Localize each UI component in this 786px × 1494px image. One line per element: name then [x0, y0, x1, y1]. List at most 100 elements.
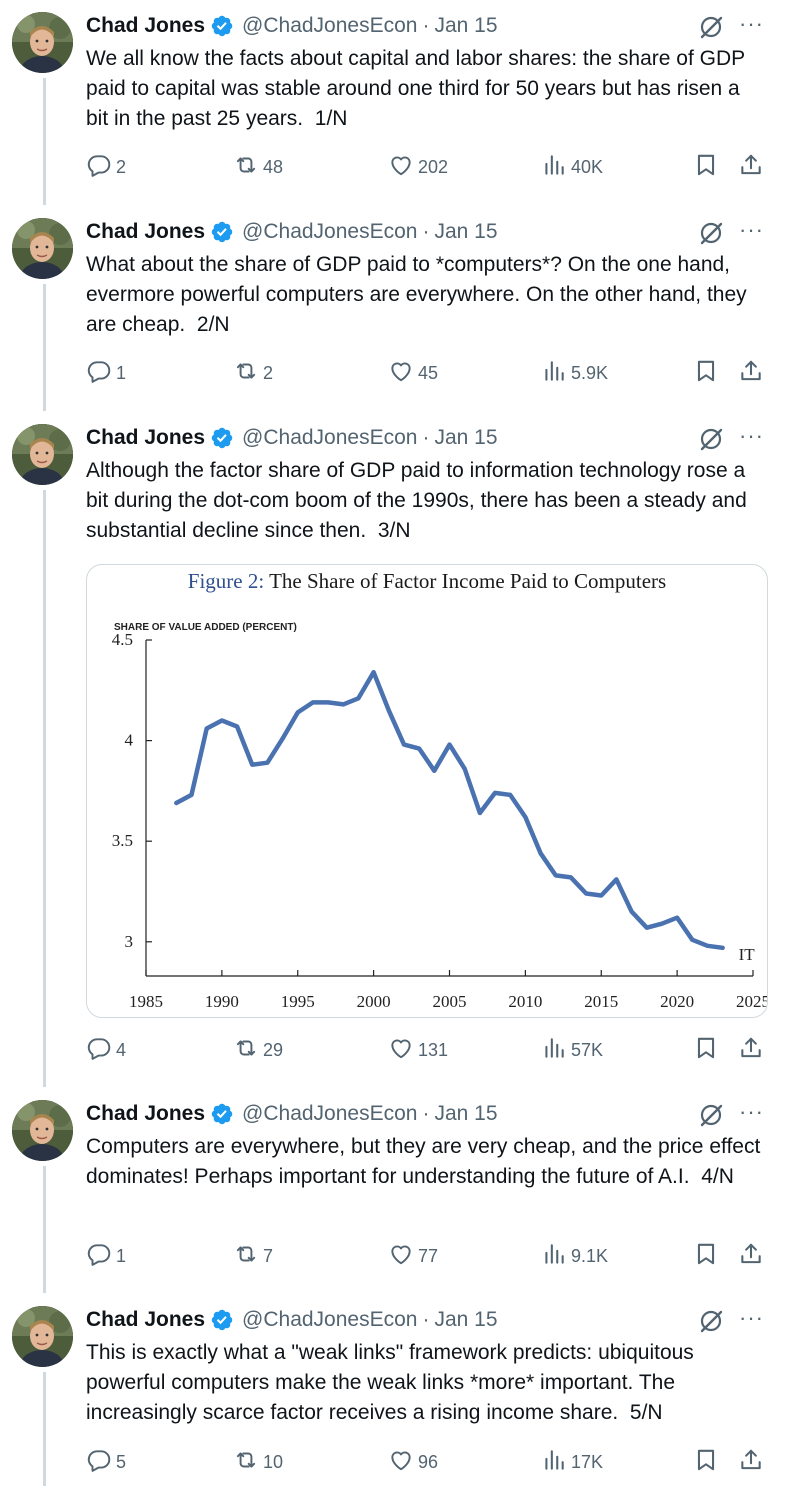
- bookmark-button[interactable]: [693, 1241, 723, 1272]
- verified-badge-icon: [210, 220, 234, 244]
- avatar[interactable]: [12, 12, 73, 73]
- retweet-count: 48: [263, 157, 284, 177]
- reply-button[interactable]: 4: [86, 1035, 126, 1066]
- reply-button[interactable]: 1: [86, 358, 126, 389]
- retweet-button[interactable]: 48: [233, 152, 283, 183]
- author-name[interactable]: Chad Jones: [86, 220, 206, 243]
- more-options-icon[interactable]: ···: [739, 11, 764, 36]
- figure-title: The Share of Factor Income Paid to Compu…: [269, 569, 666, 593]
- tweet[interactable]: Chad Jones @ChadJonesEcon · Jan 15 ··· Comput…: [0, 1088, 786, 1288]
- verified-badge-icon: [210, 1102, 234, 1126]
- heart-icon: [388, 1035, 418, 1066]
- chart-title: Figure 2: The Share of Factor Income Pai…: [188, 569, 666, 593]
- tweet-text: This is exactly what a "weak links" fram…: [86, 1341, 700, 1424]
- views-button[interactable]: 57K: [541, 1035, 603, 1066]
- tweet[interactable]: Chad Jones @ChadJonesEcon · Jan 15 ··· Althou…: [0, 412, 786, 1060]
- heart-icon: [388, 1241, 418, 1272]
- reply-icon: [86, 152, 116, 183]
- retweet-button[interactable]: 10: [233, 1447, 283, 1478]
- author-handle[interactable]: @ChadJonesEcon: [242, 1308, 418, 1331]
- retweet-button[interactable]: 7: [233, 1241, 273, 1272]
- tweet[interactable]: Chad Jones @ChadJonesEcon · Jan 15 ··· This i…: [0, 1294, 786, 1494]
- avatar[interactable]: [12, 218, 73, 279]
- author-handle[interactable]: @ChadJonesEcon: [242, 14, 418, 37]
- like-button[interactable]: 45: [388, 358, 438, 389]
- grok-icon[interactable]: [698, 426, 724, 452]
- tweet-date[interactable]: Jan 15: [434, 1308, 498, 1331]
- more-options-icon[interactable]: ···: [739, 1099, 764, 1124]
- views-icon: [541, 1241, 571, 1272]
- line-chart: Figure 2: The Share of Factor Income Pai…: [112, 569, 767, 1011]
- author-handle[interactable]: @ChadJonesEcon: [242, 426, 418, 449]
- y-tick-label: 3.5: [112, 831, 133, 850]
- avatar[interactable]: [12, 424, 73, 485]
- like-button[interactable]: 77: [388, 1241, 438, 1272]
- like-button[interactable]: 131: [388, 1035, 448, 1066]
- tweet-date[interactable]: Jan 15: [434, 426, 498, 449]
- tweet-date[interactable]: Jan 15: [434, 220, 498, 243]
- bookmark-icon: [693, 1241, 723, 1272]
- reply-count: 4: [116, 1040, 127, 1060]
- author-name[interactable]: Chad Jones: [86, 426, 206, 449]
- more-options-icon[interactable]: ···: [739, 217, 764, 242]
- reply-button[interactable]: 5: [86, 1447, 126, 1478]
- grok-icon[interactable]: [698, 220, 724, 246]
- retweet-button[interactable]: 2: [233, 358, 273, 389]
- heart-icon: [388, 358, 418, 389]
- like-count: 77: [418, 1246, 439, 1266]
- thread-line: [43, 1166, 46, 1293]
- grok-icon[interactable]: [698, 1308, 724, 1334]
- share-button[interactable]: [738, 358, 768, 389]
- avatar[interactable]: [12, 1306, 73, 1367]
- tweet-actions: 5 10 96 17K: [86, 1447, 776, 1477]
- retweet-icon: [233, 1241, 263, 1272]
- author-handle[interactable]: @ChadJonesEcon: [242, 1102, 418, 1125]
- retweet-icon: [233, 1035, 263, 1066]
- share-button[interactable]: [738, 1241, 768, 1272]
- tweet-date[interactable]: Jan 15: [434, 1102, 498, 1125]
- tweet-text: What about the share of GDP paid to *com…: [86, 253, 753, 336]
- reply-button[interactable]: 1: [86, 1241, 126, 1272]
- bookmark-button[interactable]: [693, 1447, 723, 1478]
- author-handle[interactable]: @ChadJonesEcon: [242, 220, 418, 243]
- author-name[interactable]: Chad Jones: [86, 14, 206, 37]
- retweet-icon: [233, 358, 263, 389]
- author-name[interactable]: Chad Jones: [86, 1308, 206, 1331]
- views-button[interactable]: 17K: [541, 1447, 603, 1478]
- bookmark-button[interactable]: [693, 152, 723, 183]
- share-button[interactable]: [738, 152, 768, 183]
- y-axis-label: SHARE OF VALUE ADDED (PERCENT): [114, 622, 297, 633]
- bookmark-icon: [693, 152, 723, 183]
- thread-line: [43, 490, 46, 1087]
- y-tick-label: 4: [125, 731, 134, 750]
- share-button[interactable]: [738, 1035, 768, 1066]
- like-button[interactable]: 202: [388, 152, 448, 183]
- more-options-icon[interactable]: ···: [739, 423, 764, 448]
- grok-icon[interactable]: [698, 1102, 724, 1128]
- bookmark-button[interactable]: [693, 358, 723, 389]
- chart-image[interactable]: Figure 2: The Share of Factor Income Pai…: [86, 564, 768, 1018]
- views-button[interactable]: 40K: [541, 152, 603, 183]
- tweet[interactable]: Chad Jones @ChadJonesEcon · Jan 15 ··· What a…: [0, 206, 786, 406]
- tweet-actions: 4 29 131 57K: [86, 1035, 776, 1065]
- reply-button[interactable]: 2: [86, 152, 126, 183]
- retweet-count: 10: [263, 1452, 284, 1472]
- views-button[interactable]: 5.9K: [541, 358, 608, 389]
- share-button[interactable]: [738, 1447, 768, 1478]
- tweet-header: Chad Jones @ChadJonesEcon · Jan 15: [86, 1100, 498, 1128]
- views-count: 40K: [571, 157, 604, 177]
- tweet[interactable]: Chad Jones @ChadJonesEcon · Jan 15 ··· We all…: [0, 0, 786, 200]
- retweet-icon: [233, 152, 263, 183]
- more-options-icon[interactable]: ···: [739, 1305, 764, 1330]
- avatar[interactable]: [12, 1100, 73, 1161]
- views-button[interactable]: 9.1K: [541, 1241, 608, 1272]
- tweet-date[interactable]: Jan 15: [434, 14, 498, 37]
- bookmark-icon: [693, 358, 723, 389]
- reply-count: 2: [116, 157, 127, 177]
- bookmark-button[interactable]: [693, 1035, 723, 1066]
- grok-icon[interactable]: [698, 14, 724, 40]
- retweet-button[interactable]: 29: [233, 1035, 283, 1066]
- like-count: 202: [418, 157, 449, 177]
- author-name[interactable]: Chad Jones: [86, 1102, 206, 1125]
- like-button[interactable]: 96: [388, 1447, 438, 1478]
